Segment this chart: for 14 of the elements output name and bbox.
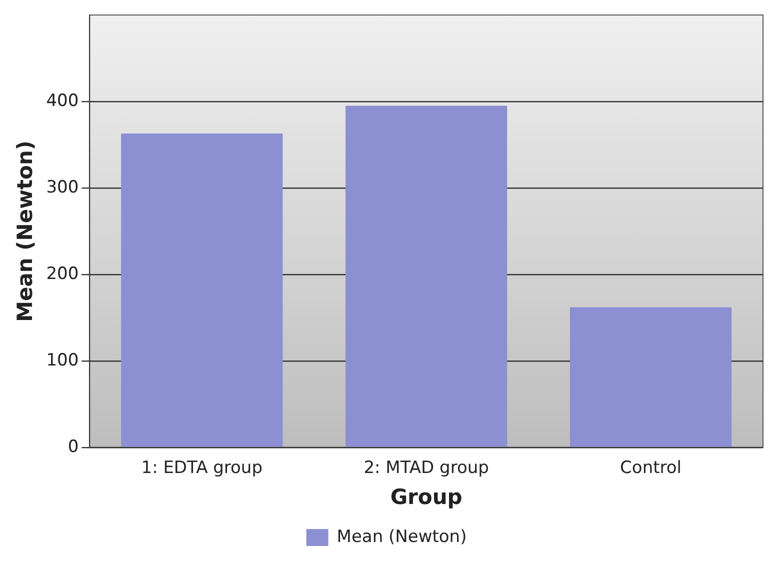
- x-tick-label: 1: EDTA group: [141, 458, 262, 478]
- x-tick-label: 2: MTAD group: [364, 458, 489, 478]
- legend-label: Mean (Newton): [336, 526, 467, 547]
- y-tick-label: 100: [46, 350, 79, 370]
- bar: [570, 307, 732, 447]
- y-tick-label: 400: [46, 90, 79, 111]
- y-tick-label: 0: [68, 436, 79, 457]
- x-tick-label: Control: [620, 458, 682, 478]
- bar: [121, 133, 283, 447]
- y-tick-label: 200: [46, 264, 79, 284]
- y-tick-label: 300: [46, 177, 79, 198]
- bar: [346, 106, 508, 447]
- y-axis-title: Mean (Newton): [13, 140, 38, 322]
- x-axis-title: Group: [390, 484, 462, 509]
